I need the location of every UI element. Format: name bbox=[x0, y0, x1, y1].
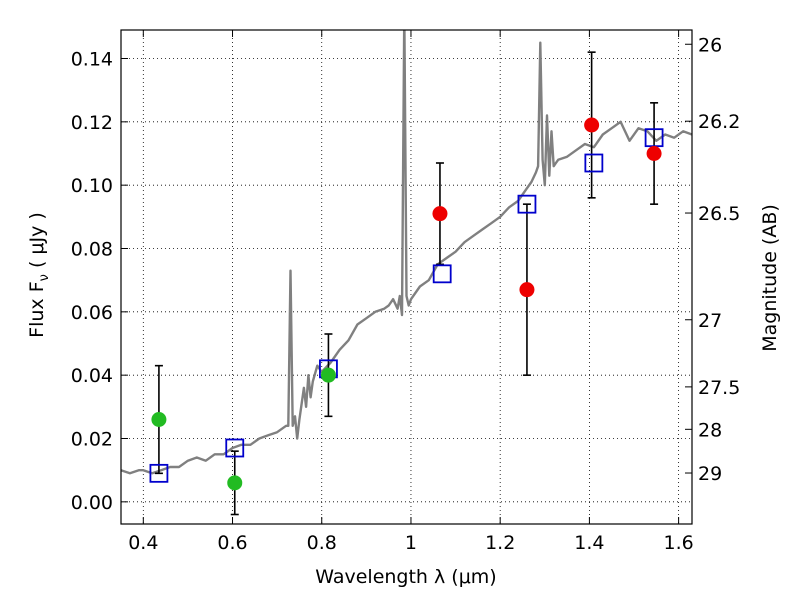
x-tick-label: 0.8 bbox=[307, 532, 337, 554]
y-tick-label: 0.02 bbox=[71, 429, 113, 451]
y-tick-label: 0.06 bbox=[71, 302, 113, 324]
red-data-point bbox=[519, 282, 535, 298]
red-data-point bbox=[432, 206, 448, 222]
data-points bbox=[149, 51, 664, 516]
x-tick-label: 1.2 bbox=[485, 532, 515, 554]
model-square-marker bbox=[149, 463, 169, 483]
y-tick-label: 0.14 bbox=[71, 49, 113, 71]
y-axis-label: Flux Fν ( μJy ) bbox=[26, 212, 52, 338]
y2-tick-label: 26 bbox=[698, 34, 722, 56]
x-tick-label: 0.6 bbox=[217, 532, 247, 554]
green-data-point bbox=[320, 367, 336, 383]
x-tick-label: 1.4 bbox=[574, 532, 604, 554]
model-square-marker bbox=[584, 153, 604, 173]
axis-ticks: 0.4 0.6 0.8 1 1.2 1.4 1.6 0.00 0.02 0.04 0.06 0.08 0… bbox=[71, 30, 740, 554]
y-tick-label: 0.08 bbox=[71, 239, 113, 261]
model-square-marker bbox=[225, 438, 245, 458]
y-tick-label: 0.10 bbox=[71, 175, 113, 197]
spectrum-series bbox=[121, 30, 692, 475]
spectrum-line bbox=[121, 30, 692, 475]
x-tick-label: 1 bbox=[405, 532, 417, 554]
y2-axis-label: Magnitude (AB) bbox=[759, 204, 781, 352]
red-data-point bbox=[584, 117, 600, 133]
x-tick-label: 1.6 bbox=[664, 532, 694, 554]
y2-tick-label: 28 bbox=[698, 419, 722, 441]
y-tick-label: 0.04 bbox=[71, 365, 113, 387]
y2-tick-label: 26.2 bbox=[698, 111, 740, 133]
plot-frame bbox=[120, 29, 693, 525]
green-data-point bbox=[227, 475, 243, 491]
y2-tick-label: 27.5 bbox=[698, 377, 740, 399]
green-data-point bbox=[151, 412, 167, 427]
red-data-point bbox=[646, 146, 662, 161]
y2-tick-label: 27 bbox=[698, 310, 722, 332]
y2-tick-label: 26.5 bbox=[698, 203, 740, 225]
x-axis-label: Wavelength λ (μm) bbox=[315, 566, 496, 588]
y-tick-label: 0.00 bbox=[71, 492, 113, 514]
y-tick-label: 0.12 bbox=[71, 112, 113, 134]
x-tick-label: 0.4 bbox=[128, 532, 158, 554]
model-square-marker bbox=[517, 194, 537, 214]
model-square-marker bbox=[432, 264, 452, 284]
y2-tick-label: 29 bbox=[698, 463, 722, 485]
